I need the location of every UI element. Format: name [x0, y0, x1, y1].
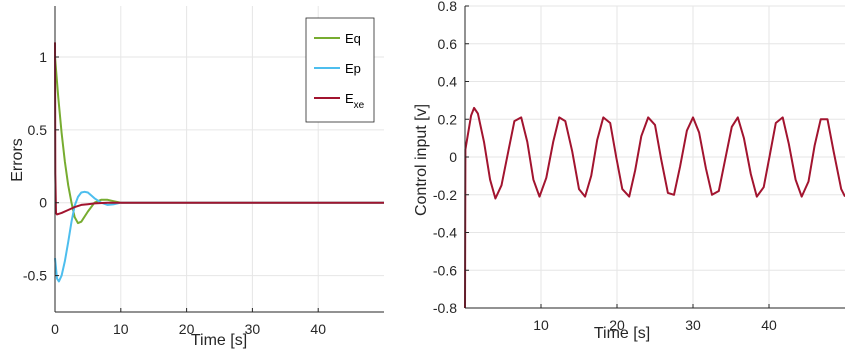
x-tick-label: 10 — [533, 317, 549, 333]
x-tick-label: 0 — [51, 321, 59, 337]
y-tick-label: -0.2 — [433, 187, 457, 203]
y-tick-label: 0.6 — [438, 36, 458, 52]
x-tick-label: 30 — [245, 321, 261, 337]
x-tick-label: 40 — [761, 317, 777, 333]
legend-label: Eq — [345, 31, 361, 46]
series-line-0 — [464, 106, 845, 309]
y-tick-label: 0.5 — [28, 122, 48, 138]
y-tick-label: 0.2 — [438, 111, 458, 127]
y-tick-label: 1 — [39, 49, 47, 65]
y-tick-label: 0.4 — [438, 74, 458, 90]
x-tick-label: 20 — [179, 321, 195, 337]
x-tick-label: 10 — [113, 321, 129, 337]
y-tick-label: -0.4 — [433, 225, 457, 241]
y-axis-label: Control input [v] — [413, 104, 430, 216]
legend — [305, 17, 375, 123]
y-tick-label: 0.8 — [438, 0, 458, 14]
x-tick-label: 30 — [685, 317, 701, 333]
y-tick-label: -0.8 — [433, 300, 457, 316]
x-axis-label: Time [s] — [594, 325, 650, 342]
x-axis-label: Time [s] — [191, 332, 247, 349]
x-tick-label: 20 — [609, 317, 625, 333]
y-axis-label: Errors — [9, 138, 26, 182]
legend-label: Ep — [345, 61, 361, 76]
series-line-e-xe — [54, 42, 384, 216]
y-tick-label: -0.6 — [433, 262, 457, 278]
y-tick-label: 0 — [39, 195, 47, 211]
control-input-chart: 10 20 30 40 -0.8 -0.6 -0.4 -0.2 0 0.2 0.4 0.6 0.8 Tim… — [413, 0, 845, 342]
y-tick-label: 0 — [449, 149, 457, 165]
errors-chart: 0 10 20 30 40 -0.5 0 0.5 1 Time [s] Errors Eq Ep Exe — [9, 6, 384, 349]
legend-label: Exe — [345, 91, 365, 111]
y-tick-label: -0.5 — [23, 268, 47, 284]
x-tick-label: 40 — [310, 321, 326, 337]
